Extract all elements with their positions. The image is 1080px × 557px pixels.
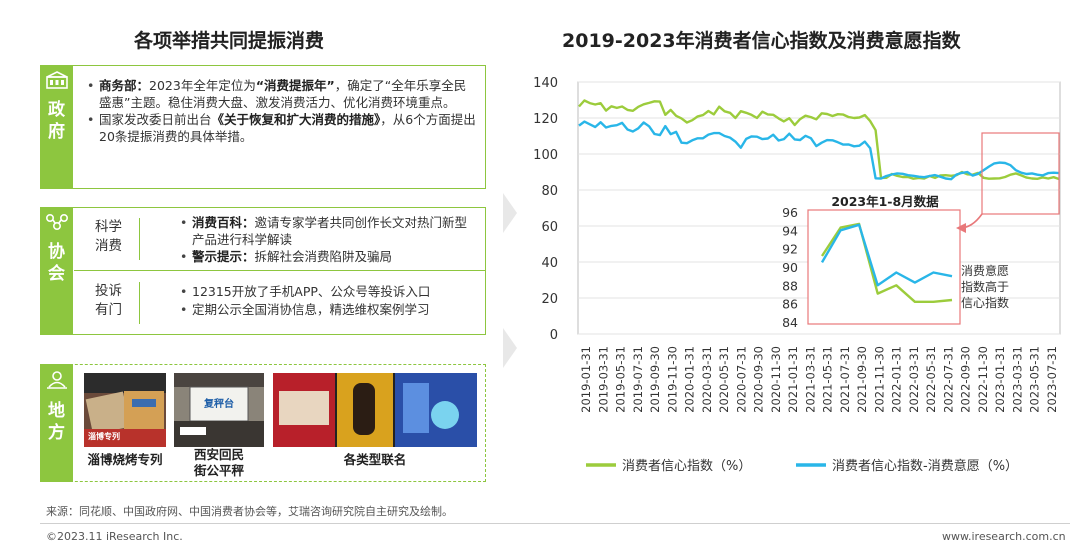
inset-y-tick-label: 96 — [782, 205, 798, 220]
inset-y-tick-label: 88 — [782, 278, 798, 293]
local-tag: 地方 — [40, 364, 73, 482]
x-tick-label: 2022-03-31 — [907, 346, 921, 413]
x-tick-label: 2020-11-30 — [769, 346, 783, 413]
source-note: 来源：同花顺、中国政府网、中国消费者协会等，艾瑞咨询研究院自主研究及绘制。 — [46, 505, 453, 518]
inset-annotation-line: 消费意愿 — [961, 263, 1009, 278]
inset-confidence-line — [820, 222, 953, 304]
inset-y-tick-label: 84 — [782, 315, 798, 330]
zibo-bbq-photo: 淄博专列 — [84, 373, 166, 447]
x-tick-label: 2021-07-31 — [838, 346, 852, 413]
y-tick-label: 140 — [533, 76, 558, 91]
y-tick-label: 0 — [550, 328, 558, 343]
left-title: 各项举措共同提振消费 — [134, 30, 325, 52]
highlight-box — [981, 132, 1060, 215]
x-tick-label: 2019-03-31 — [596, 346, 610, 413]
arrow-right-icon — [503, 193, 517, 233]
x-tick-label: 2021-05-31 — [821, 346, 835, 413]
gov-label: 政府 — [48, 100, 65, 142]
y-tick-label: 80 — [541, 184, 558, 199]
main-chart: 0 20 40 60 80 100 120 140 2019-01-31 2019-03-31 20… — [533, 76, 1061, 474]
x-tick-label: 2020-05-31 — [717, 346, 731, 413]
x-tick-label: 2020-09-30 — [752, 346, 766, 413]
y-tick-label: 20 — [541, 292, 558, 307]
network-icon — [45, 213, 68, 231]
y-tick-label: 100 — [533, 148, 558, 163]
science-bullet-1: 消费百科：邀请专家学者共同创作长文对热门新型产品进行科学解读 — [178, 215, 478, 248]
chart-title: 2019-2023年消费者信心指数及消费意愿指数 — [562, 30, 961, 52]
assoc-row-2: 投诉有门 12315开放了手机APP、公众号等投诉入口 定期公示全国消协信息，精… — [74, 272, 485, 334]
inset-annotation-line: 指数高于 — [961, 279, 1009, 294]
inset-frame — [807, 209, 961, 325]
location-person-icon — [46, 371, 67, 389]
assoc-panel: 协会 科学消费 消费百科：邀请专家学者共同创作长文对热门新型产品进行科学解读 警… — [40, 207, 486, 335]
x-tick-label: 2023-07-31 — [1045, 346, 1059, 413]
x-tick-label: 2019-05-31 — [614, 346, 628, 413]
x-tick-label: 2022-09-30 — [959, 346, 973, 413]
x-tick-label: 2020-01-31 — [683, 346, 697, 413]
website: www.iresearch.com.cn — [942, 530, 1066, 543]
gov-panel: 政府 商务部：2023年全年定位为“消费提振年”，确定了“全年乐享全民盛惠”主题… — [40, 65, 486, 189]
x-tick-label: 2021-03-31 — [803, 346, 817, 413]
x-tick-label: 2021-09-30 — [855, 346, 869, 413]
inset-y-tick-label: 86 — [782, 297, 798, 312]
inset-y-tick-label: 90 — [782, 260, 798, 275]
gov-bullet-1: 商务部：2023年全年定位为“消费提振年”，确定了“全年乐享全民盛惠”主题。稳住… — [85, 78, 477, 111]
x-tick-label: 2021-01-31 — [786, 346, 800, 413]
x-tick-label: 2022-11-30 — [976, 346, 990, 413]
x-tick-label: 2019-11-30 — [665, 346, 679, 413]
copyright: ©2023.11 iResearch Inc. — [46, 530, 183, 543]
gov-tag: 政府 — [40, 65, 73, 189]
x-tick-label: 2022-01-31 — [890, 346, 904, 413]
y-tick-label: 60 — [541, 220, 558, 235]
complaint-bullets: 12315开放了手机APP、公众号等投诉入口 定期公示全国消协信息，精选维权案例… — [178, 284, 478, 319]
collab-products-photo — [273, 373, 477, 447]
assoc-row-1: 科学消费 消费百科：邀请专家学者共同创作长文对热门新型产品进行科学解读 警示提示… — [74, 208, 485, 271]
xian-scale-photo: 复秤台 — [174, 373, 264, 447]
gov-bullet-2: 国家发改委日前出台《关于恢复和扩大消费的措施》，从6个方面提出20条提振消费的具… — [85, 112, 477, 145]
assoc-tag: 协会 — [40, 207, 73, 335]
x-tick-label: 2021-11-30 — [872, 346, 886, 413]
inset-annotation-line: 信心指数 — [961, 295, 1009, 310]
inset-title: 2023年1-8月数据 — [831, 194, 939, 209]
assoc-label: 协会 — [48, 242, 65, 284]
x-tick-label: 2023-03-31 — [1010, 346, 1024, 413]
x-tick-label: 2023-05-31 — [1028, 346, 1042, 413]
x-tick-label: 2023-01-31 — [993, 346, 1007, 413]
footer-divider — [40, 523, 1070, 524]
y-tick-label: 120 — [533, 112, 558, 127]
complaint-subtag: 投诉有门 — [78, 282, 140, 324]
scale-sign-text: 复秤台 — [204, 399, 234, 410]
science-bullets: 消费百科：邀请专家学者共同创作长文对热门新型产品进行科学解读 警示提示：拆解社会… — [178, 215, 478, 267]
legend-label: 消费者信心指数-消费意愿（%） — [832, 458, 1018, 474]
gov-bullets: 商务部：2023年全年定位为“消费提振年”，确定了“全年乐享全民盛惠”主题。稳住… — [85, 78, 477, 146]
science-bullet-2: 警示提示：拆解社会消费陷阱及骗局 — [178, 249, 478, 266]
x-tick-label: 2020-03-31 — [700, 346, 714, 413]
x-tick-label: 2019-01-31 — [579, 346, 593, 413]
legend-label: 消费者信心指数（%） — [622, 459, 751, 474]
ticket-text: 淄博专列 — [88, 432, 120, 441]
science-subtag: 科学消费 — [78, 218, 140, 260]
zibo-caption: 淄博烧烤专列 — [87, 452, 163, 467]
x-tick-label: 2022-07-31 — [941, 346, 955, 413]
inset-y-tick-label: 94 — [782, 223, 798, 238]
willingness-series-line — [578, 120, 1060, 181]
complaint-bullet-2: 定期公示全国消协信息，精选维权案例学习 — [178, 302, 478, 319]
local-label: 地方 — [48, 401, 65, 443]
inset-willingness-line — [820, 223, 953, 287]
complaint-bullet-1: 12315开放了手机APP、公众号等投诉入口 — [178, 284, 478, 301]
y-tick-label: 40 — [541, 256, 558, 271]
xian-caption: 西安回民街公平秤 — [193, 447, 244, 478]
building-icon — [45, 71, 68, 89]
x-tick-label: 2019-09-30 — [648, 346, 662, 413]
x-tick-label: 2022-05-31 — [924, 346, 938, 413]
inset-y-tick-label: 92 — [782, 242, 798, 257]
x-tick-label: 2019-07-31 — [631, 346, 645, 413]
local-panel: 地方 淄博专列 复秤台 — [40, 364, 486, 482]
callout-arrowhead-icon — [956, 223, 966, 233]
arrow-right-icon-2 — [503, 328, 517, 368]
x-tick-label: 2020-07-31 — [734, 346, 748, 413]
collab-caption: 各类型联名 — [343, 452, 407, 467]
